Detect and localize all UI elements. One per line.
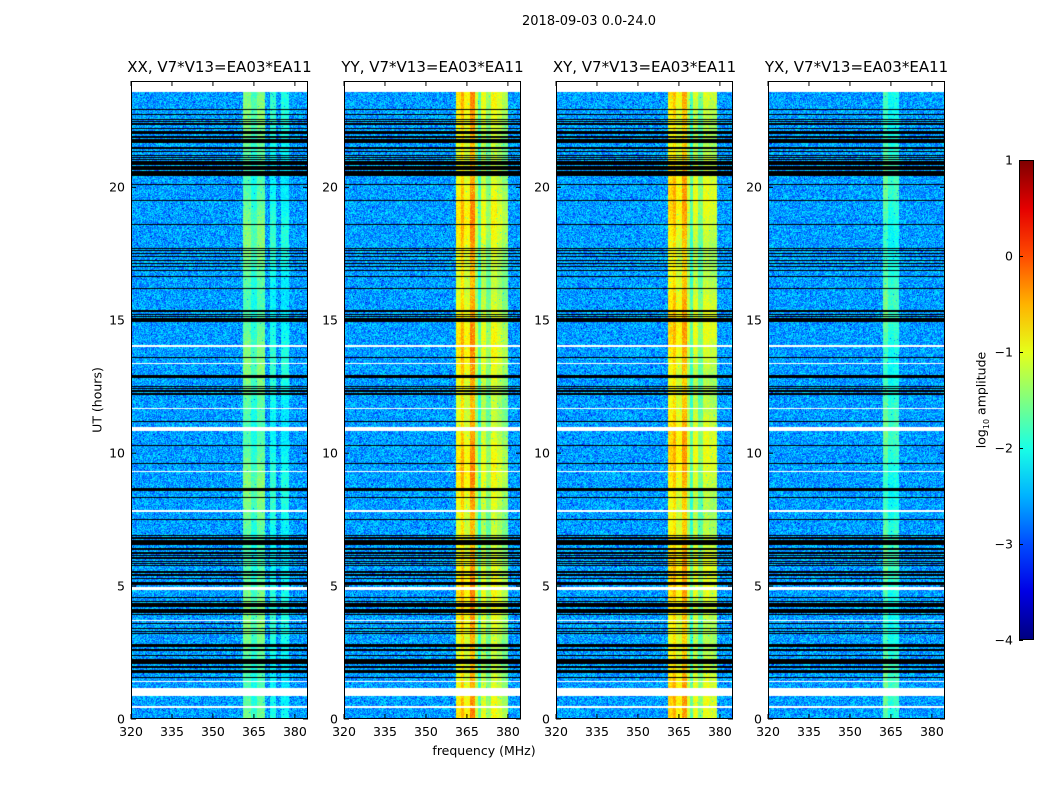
heatmap-image [344, 81, 521, 719]
y-tick-label: 5 [542, 578, 550, 594]
colorbar-tick-label: 0 [1005, 248, 1013, 264]
colorbar-tick-label: −2 [994, 440, 1013, 456]
colorbar-tick-mark [1019, 448, 1023, 449]
panel-title: YY, V7*V13=EA03*EA11 [341, 58, 524, 76]
y-tick-label: 15 [109, 312, 125, 328]
x-axis-label: frequency (MHz) [432, 743, 536, 758]
panel-title: YX, V7*V13=EA03*EA11 [764, 58, 949, 76]
colorbar-tick-label: −1 [994, 344, 1013, 360]
axes-border [768, 81, 945, 719]
y-tick-label: 10 [109, 445, 125, 461]
x-tick-label: 365 [666, 724, 691, 739]
x-tick-label: 380 [495, 724, 520, 739]
heatmap-image [768, 81, 945, 719]
x-tick-label: 365 [241, 724, 266, 739]
colorbar-label: log10 amplitude [973, 351, 991, 449]
y-axis-label: UT (hours) [89, 367, 105, 433]
x-tick-label: 380 [282, 724, 307, 739]
colorbar-tick-mark [1019, 160, 1023, 161]
y-tick-label: 15 [746, 312, 762, 328]
colorbar-tick-label: 1 [1005, 152, 1013, 168]
y-tick-label: 0 [330, 711, 338, 727]
x-tick-label: 350 [201, 724, 225, 739]
y-tick-label: 20 [746, 179, 762, 195]
heatmap-image [556, 81, 733, 719]
x-tick-label: 320 [119, 724, 143, 739]
axes-border [344, 81, 521, 719]
colorbar-tick-label: −4 [994, 632, 1013, 648]
x-tick-label: 350 [838, 724, 862, 739]
y-tick-label: 20 [109, 179, 125, 195]
x-tick-label: 335 [797, 724, 821, 739]
colorbar-tick-mark [1019, 256, 1023, 257]
y-tick-label: 5 [117, 578, 125, 594]
x-tick-label: 350 [414, 724, 438, 739]
y-tick-label: 5 [754, 578, 762, 594]
y-tick-label: 15 [534, 312, 550, 328]
x-tick-label: 380 [707, 724, 732, 739]
x-tick-label: 335 [585, 724, 609, 739]
figure-title: 2018-09-03 0.0-24.0 [522, 14, 656, 29]
colorbar-tick-mark [1019, 544, 1023, 545]
panel-title: XY, V7*V13=EA03*EA11 [552, 58, 737, 76]
x-tick-label: 320 [544, 724, 568, 739]
y-tick-label: 20 [322, 179, 338, 195]
panel-title: XX, V7*V13=EA03*EA11 [127, 58, 312, 76]
x-tick-label: 365 [454, 724, 479, 739]
y-tick-label: 0 [542, 711, 550, 727]
x-tick-label: 335 [373, 724, 397, 739]
y-tick-label: 20 [534, 179, 550, 195]
x-tick-label: 350 [626, 724, 650, 739]
spectrogram-panel [343, 81, 521, 720]
axes-frame [130, 81, 308, 720]
spectrogram-panel [130, 81, 308, 720]
y-tick-label: 5 [330, 578, 338, 594]
axes-border [556, 81, 733, 719]
axes-frame [767, 81, 945, 720]
y-tick-label: 15 [322, 312, 338, 328]
colorbar-tick-mark [1019, 352, 1023, 353]
axes-frame [343, 81, 521, 720]
heatmap-image [131, 81, 308, 719]
x-tick-label: 380 [919, 724, 944, 739]
spectrogram-panel [555, 81, 733, 720]
x-tick-label: 320 [332, 724, 356, 739]
x-tick-label: 365 [878, 724, 903, 739]
y-tick-label: 10 [746, 445, 762, 461]
axes-border [131, 81, 308, 719]
axes-frame [555, 81, 733, 720]
colorbar [1019, 160, 1034, 640]
colorbar-tick-mark [1019, 640, 1023, 641]
y-tick-label: 0 [117, 711, 125, 727]
y-tick-label: 10 [322, 445, 338, 461]
colorbar-tick-label: −3 [994, 536, 1013, 552]
spectrogram-panel [767, 81, 945, 720]
x-tick-label: 320 [756, 724, 780, 739]
x-tick-label: 335 [160, 724, 184, 739]
y-tick-label: 0 [754, 711, 762, 727]
y-tick-label: 10 [534, 445, 550, 461]
